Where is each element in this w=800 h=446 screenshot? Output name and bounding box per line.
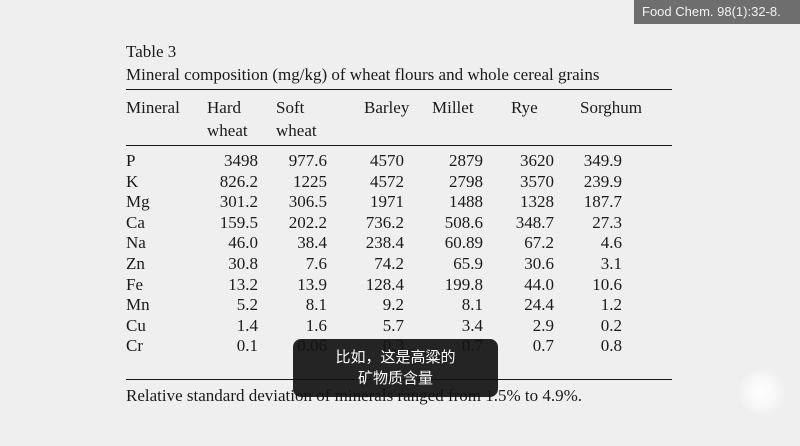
value-cell: 0.8 [600, 336, 622, 356]
header-cell-1-line1: Hard [207, 98, 241, 117]
value-cell: 826.2 [219, 171, 258, 191]
mineral-name-cell: Zn [126, 254, 145, 273]
value-cell: 3498 [224, 151, 258, 170]
table-top-rule [126, 89, 672, 90]
video-subtitle: 比如，这是高粱的 矿物质含量 [293, 339, 498, 397]
value-cell: 1971 [370, 192, 404, 212]
value-cell: 1225 [293, 171, 327, 191]
value-cell: 13.9 [297, 274, 327, 294]
header-cell-1-line2: wheat [207, 121, 248, 140]
value-cell: 4572 [370, 171, 404, 191]
table-header-rule [126, 145, 672, 146]
value-cell: 199.8 [444, 274, 483, 294]
mineral-name-cell: Fe [126, 274, 143, 294]
value-cell: 3620 [520, 151, 554, 170]
value-cell: 8.1 [305, 295, 327, 315]
value-cell: 5.7 [382, 315, 404, 335]
header-cell-4-line1: Millet [432, 98, 474, 117]
cursor-highlight [738, 368, 786, 416]
header-cell-6-line1: Sorghum [580, 98, 643, 117]
value-cell: 159.5 [219, 212, 258, 232]
mineral-name-cell: Na [126, 233, 146, 253]
mineral-name-cell: Ca [126, 212, 145, 232]
value-cell: 4570 [370, 151, 404, 170]
value-cell: 0.7 [532, 336, 554, 356]
subtitle-line-1: 比如，这是高粱的 [335, 348, 456, 366]
value-cell: 1488 [449, 192, 483, 212]
value-cell: 2798 [449, 171, 483, 191]
value-cell: 2879 [449, 151, 483, 170]
mineral-name-cell: Mg [126, 192, 150, 212]
value-cell: 67.2 [524, 233, 554, 253]
value-cell: 2.9 [532, 315, 554, 335]
value-cell: 0.2 [600, 315, 622, 335]
value-cell: 0.1 [236, 336, 258, 356]
value-cell: 1328 [520, 192, 554, 212]
mineral-name-cell: Cr [126, 336, 143, 356]
value-cell: 349.9 [583, 151, 622, 170]
value-cell: 202.2 [288, 212, 327, 232]
value-cell: 65.9 [453, 254, 483, 273]
value-cell: 3.1 [600, 254, 622, 273]
value-cell: 8.1 [461, 295, 483, 315]
value-cell: 7.6 [305, 254, 327, 273]
value-cell: 977.6 [288, 151, 327, 170]
mineral-name-cell: Mn [126, 295, 150, 315]
table-caption: Table 3 [126, 42, 177, 61]
value-cell: 46.0 [228, 233, 258, 253]
value-cell: 10.6 [592, 274, 622, 294]
header-cell-0-line1: Mineral [126, 98, 180, 117]
value-cell: 13.2 [228, 274, 258, 294]
mineral-name-cell: P [126, 151, 136, 170]
value-cell: 38.4 [297, 233, 327, 253]
value-cell: 187.7 [583, 192, 622, 212]
header-cell-5-line1: Rye [511, 98, 538, 117]
value-cell: 1.4 [236, 315, 258, 335]
value-cell: 1.6 [305, 315, 327, 335]
value-cell: 74.2 [374, 254, 404, 273]
value-cell: 3570 [520, 171, 554, 191]
value-cell: 24.4 [524, 295, 554, 315]
value-cell: 44.0 [524, 274, 554, 294]
value-cell: 5.2 [236, 295, 258, 315]
header-cell-2-line1: Soft [276, 98, 305, 117]
citation-label: Food Chem. 98(1):32-8. [634, 0, 800, 24]
value-cell: 3.4 [461, 315, 483, 335]
value-cell: 128.4 [365, 274, 404, 294]
value-cell: 27.3 [592, 212, 622, 232]
value-cell: 4.6 [600, 233, 622, 253]
header-cell-3-line1: Barley [364, 98, 410, 117]
value-cell: 348.7 [515, 212, 554, 232]
value-cell: 30.8 [228, 254, 258, 273]
value-cell: 1.2 [600, 295, 622, 315]
mineral-name-cell: Cu [126, 315, 146, 335]
value-cell: 238.4 [365, 233, 404, 253]
header-cell-2-line2: wheat [276, 121, 317, 140]
value-cell: 306.5 [288, 192, 327, 212]
value-cell: 508.6 [444, 212, 483, 232]
value-cell: 301.2 [219, 192, 258, 212]
value-cell: 60.89 [444, 233, 483, 253]
subtitle-line-2: 矿物质含量 [357, 369, 433, 387]
mineral-name-cell: K [126, 171, 139, 191]
value-cell: 9.2 [382, 295, 404, 315]
value-cell: 30.6 [524, 254, 554, 273]
value-cell: 736.2 [365, 212, 404, 232]
value-cell: 239.9 [583, 171, 622, 191]
table-title: Mineral composition (mg/kg) of wheat flo… [126, 65, 600, 84]
